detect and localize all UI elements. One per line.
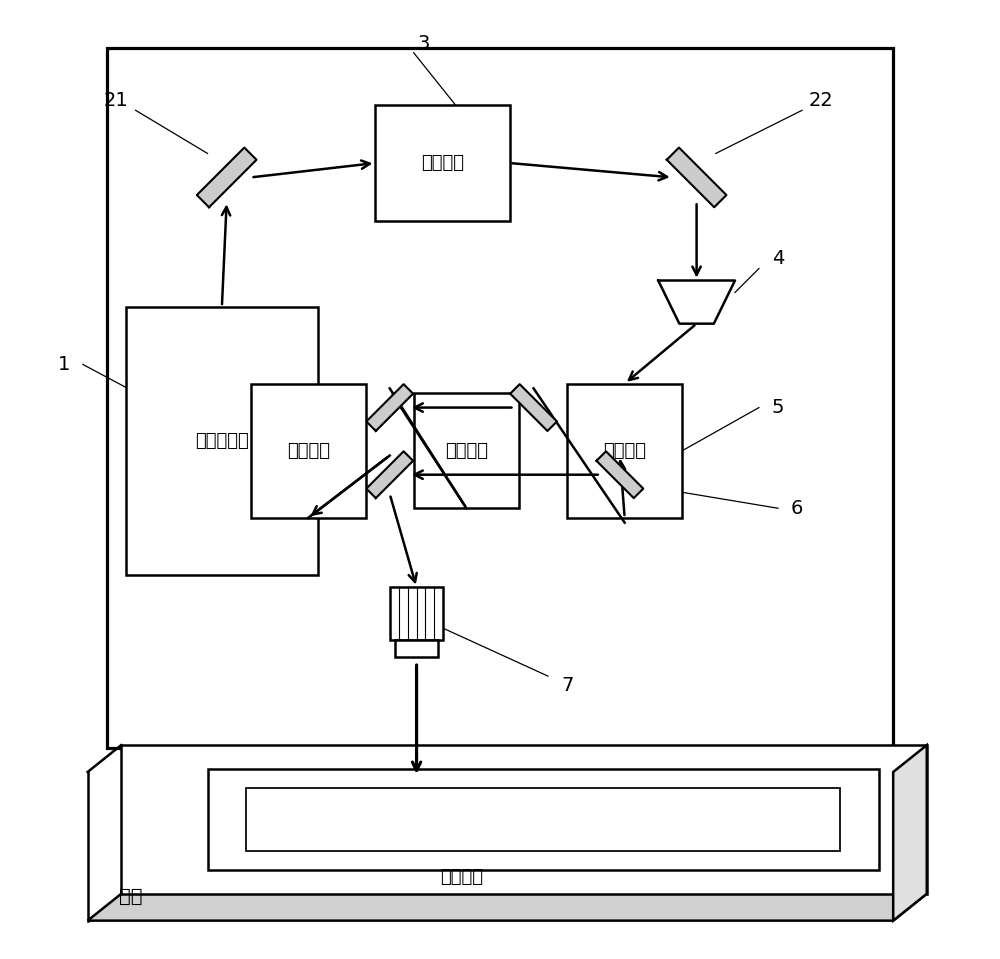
Bar <box>251 384 366 518</box>
Text: 玻璃基板: 玻璃基板 <box>440 869 483 886</box>
Bar <box>107 48 893 748</box>
Bar <box>246 788 840 851</box>
Polygon shape <box>197 148 257 207</box>
Text: 22: 22 <box>809 91 834 110</box>
Polygon shape <box>596 452 643 498</box>
Text: 光衰减器: 光衰减器 <box>421 154 464 172</box>
Bar <box>208 769 879 870</box>
Text: 21: 21 <box>104 91 129 110</box>
Bar <box>126 307 318 575</box>
Polygon shape <box>893 745 927 921</box>
Text: 7: 7 <box>561 676 573 695</box>
Text: 光路狭缝: 光路狭缝 <box>603 442 646 459</box>
Polygon shape <box>121 745 927 894</box>
Text: 3: 3 <box>417 34 429 53</box>
Bar <box>390 587 443 641</box>
Text: 光学系统: 光学系统 <box>287 442 330 459</box>
Text: 激光发生器: 激光发生器 <box>195 433 249 450</box>
Text: 基台: 基台 <box>119 887 143 906</box>
Text: 4: 4 <box>772 249 784 269</box>
Bar <box>395 641 438 658</box>
Text: 5: 5 <box>772 398 784 417</box>
Bar <box>375 105 510 221</box>
Polygon shape <box>658 280 735 323</box>
Bar <box>567 384 682 518</box>
Polygon shape <box>667 148 726 207</box>
Polygon shape <box>366 452 413 498</box>
Text: 1: 1 <box>57 355 70 374</box>
Text: 6: 6 <box>791 499 803 518</box>
Polygon shape <box>510 385 557 431</box>
Polygon shape <box>88 894 927 921</box>
Bar <box>414 393 519 508</box>
Polygon shape <box>366 385 413 431</box>
Text: 照明系统: 照明系统 <box>445 442 488 459</box>
